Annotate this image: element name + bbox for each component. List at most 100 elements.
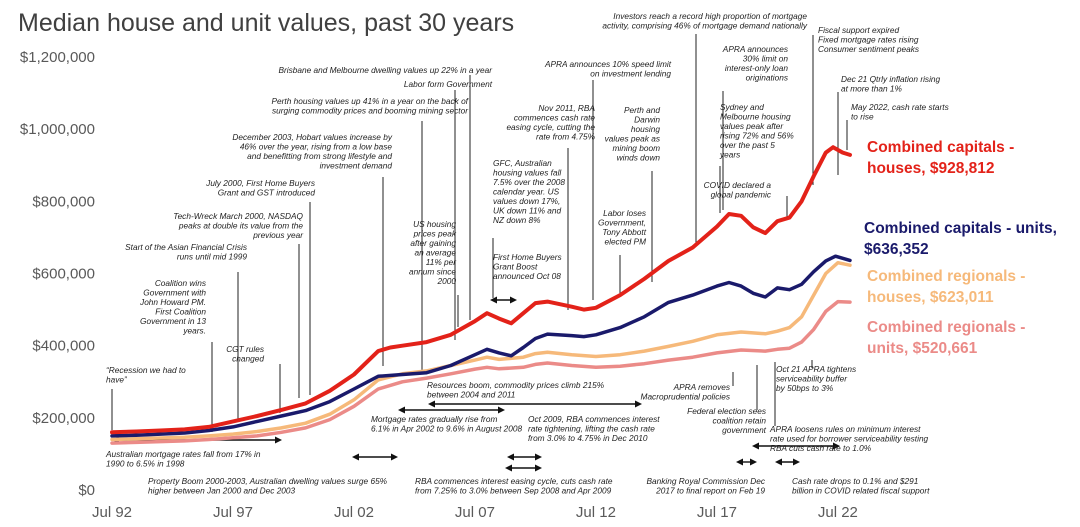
annotation-line: Perth and [624, 105, 660, 115]
annotation-line: APRA announces [722, 44, 788, 54]
legend-line: units, $520,661 [867, 340, 978, 357]
annotation-13: First Home Buyers Grant Boost announced Oc… [493, 252, 562, 281]
annotation-line: Start of the Asian Financial Crisis [125, 242, 247, 252]
arrow-head-right [793, 458, 800, 466]
annotation-line: after gaining [410, 238, 456, 248]
annotation-22: Fiscal support expired Fixed mortgage rat… [818, 25, 919, 54]
chart-title: Median house and unit values, past 30 ye… [18, 9, 514, 37]
annotation-12: GFC, Australian housing values fall 7.5% o… [493, 158, 565, 225]
arrow-head-left [505, 464, 512, 472]
annotation-line: Banking Royal Commission Dec [646, 476, 765, 486]
arrow-head-left [507, 453, 514, 461]
annotation-line: peaks at double its value from the [178, 221, 303, 231]
arrow-head-right [275, 436, 282, 444]
annotation-10: Brisbane and Melbourne dwelling values u… [278, 65, 493, 75]
annotation-leader-lines [111, 34, 848, 432]
arrow-head-right [535, 464, 542, 472]
annotation-line: Grant and GST introduced [218, 188, 316, 198]
annotation-35: Cash rate drops to 0.1% and $291 billion … [792, 476, 930, 496]
annotation-6: July 2000, First Home Buyers Grant and GS… [205, 178, 315, 198]
annotation-line: Labor loses [603, 208, 646, 218]
annotation-line: July 2000, First Home Buyers [205, 178, 315, 188]
annotation-4: CGT rules changed [226, 344, 264, 364]
x-tick-label: Jul 97 [213, 504, 253, 521]
arrow-head-left [490, 296, 497, 304]
annotation-line: RBA commences interest easing cycle, cut… [415, 476, 613, 486]
annotation-line: Oct 21 APRA tightens [776, 364, 856, 374]
annotation-line: 11% per [426, 257, 458, 267]
annotation-28: APRA removes Macroprudential policies [641, 382, 730, 402]
annotation-line: at more than 1% [841, 84, 903, 94]
legend-line: $636,352 [864, 241, 929, 258]
annotation-21: COVID declared a global pandemic [704, 180, 772, 200]
annotation-line: elected PM [604, 237, 646, 247]
annotation-16: Perth and Darwin housing values peak as mini… [605, 105, 661, 163]
annotation-line: Perth housing values up 41% in a year on… [272, 96, 470, 106]
annotation-line: rising 72% and 56% [720, 131, 794, 141]
series-line-houses-capitals [110, 145, 852, 435]
series-line-units-regionals [110, 299, 852, 445]
annotation-26: Mortgage rates gradually rise from 6.1% i… [371, 414, 523, 434]
annotation-line: coalition retain [712, 416, 766, 426]
annotation-line: COVID declared a [704, 180, 772, 190]
annotation-line: have” [106, 375, 128, 385]
annotation-line: 7.5% over the 2008 [493, 177, 565, 187]
legend-entry-houses-regionals: Combined regionals - houses, $623,011 [867, 268, 1025, 306]
y-tick-label: $600,000 [32, 266, 95, 283]
annotation-line: Fixed mortgage rates rising [818, 35, 919, 45]
arrow-head-left [352, 453, 359, 461]
annotation-7: December 2003, Hobart values increase by… [232, 132, 392, 171]
annotation-1: Australian mortgage rates fall from 17% … [105, 449, 261, 469]
y-axis: $0 $200,000 $400,000 $600,000 $800,000 $1,000… [20, 49, 95, 499]
annotation-line: Macroprudential policies [641, 392, 730, 402]
annotation-3: Start of the Asian Financial Crisis runs … [125, 242, 247, 262]
annotation-line: John Howard PM. [139, 297, 206, 307]
annotation-line: mining boom [612, 143, 660, 153]
legend-line: Combined capitals - units, [864, 220, 1057, 237]
y-tick-label: $400,000 [32, 338, 95, 355]
annotation-line: Brisbane and Melbourne dwelling values u… [278, 65, 493, 75]
annotation-line: 2000 [437, 276, 457, 286]
annotation-line: 46% over the year, rising from a low bas… [240, 142, 393, 152]
annotation-11: US housing prices peak after gaining an ave… [409, 219, 457, 286]
annotation-line: originations [746, 73, 788, 83]
annotation-2: Coalition wins Government with John Howard… [139, 278, 206, 336]
annotation-line: rate used for borrower serviceability te… [770, 434, 929, 444]
annotation-line: Resources boom, commodity prices climb 2… [427, 380, 605, 390]
annotation-line: Labor form Government [404, 79, 493, 89]
annotation-17: Labor loses Government, Tony Abbott elected… [598, 208, 647, 247]
annotation-31: Oct 21 APRA tightens serviceability buffe… [776, 364, 856, 393]
y-tick-label: $1,200,000 [20, 49, 95, 66]
arrow-head-left [398, 406, 405, 414]
annotation-line: Government with [143, 288, 206, 298]
annotation-9: Labor form Government [404, 79, 493, 89]
annotation-8: Perth housing values up 41% in a year on… [272, 96, 470, 116]
annotation-32: Property Boom 2000-2003, Australian dwel… [148, 476, 388, 496]
annotation-line: Government, [598, 218, 646, 228]
annotation-line: higher between Jan 2000 and Dec 2003 [148, 486, 296, 496]
arrow-head-right [510, 296, 517, 304]
annotation-24: May 2022, cash rate starts to rise [851, 102, 949, 122]
legend-line: Combined capitals - [867, 139, 1014, 156]
annotation-20: Sydney and Melbourne housing values peak a… [719, 102, 794, 160]
annotation-line: from 7.25% to 3.0% between Sep 2008 and … [415, 486, 612, 496]
annotation-30: APRA loosens rules on minimum interest ra… [769, 424, 929, 453]
annotation-line: interest-only loan [725, 63, 789, 73]
annotation-23: Dec 21 Qtrly inflation rising at more tha… [841, 74, 941, 94]
annotation-line: housing values fall [493, 168, 562, 178]
annotation-25: Resources boom, commodity prices climb 2… [427, 380, 605, 400]
annotation-line: rate tightening, lifting the cash rate [528, 424, 655, 434]
annotation-line: APRA loosens rules on minimum interest [769, 424, 921, 434]
arrow-head-right [750, 458, 757, 466]
x-tick-label: Jul 22 [818, 504, 858, 521]
arrow-head-right [635, 400, 642, 408]
arrow-head-left [428, 400, 435, 408]
annotation-line: First Home Buyers [493, 252, 562, 262]
annotation-line: Property Boom 2000-2003, Australian dwel… [148, 476, 388, 486]
annotation-line: serviceability buffer [776, 374, 848, 384]
annotation-line: commences cash rate [514, 113, 596, 123]
y-tick-label: $0 [78, 482, 95, 499]
x-tick-label: Jul 17 [697, 504, 737, 521]
annotation-line: prices peak [413, 229, 457, 239]
